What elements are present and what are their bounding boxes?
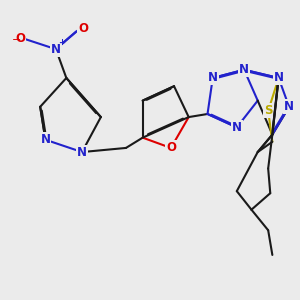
Text: N: N	[239, 63, 249, 76]
Text: N: N	[208, 71, 218, 85]
Text: −: −	[11, 35, 21, 45]
Text: N: N	[40, 133, 50, 146]
Text: S: S	[264, 104, 272, 117]
Text: O: O	[15, 32, 25, 45]
Text: N: N	[284, 100, 294, 113]
Text: +: +	[58, 38, 65, 47]
Text: N: N	[77, 146, 87, 159]
Text: O: O	[78, 22, 88, 35]
Text: N: N	[232, 121, 242, 134]
Text: N: N	[274, 71, 284, 85]
Text: N: N	[51, 43, 61, 56]
Text: O: O	[166, 141, 176, 154]
